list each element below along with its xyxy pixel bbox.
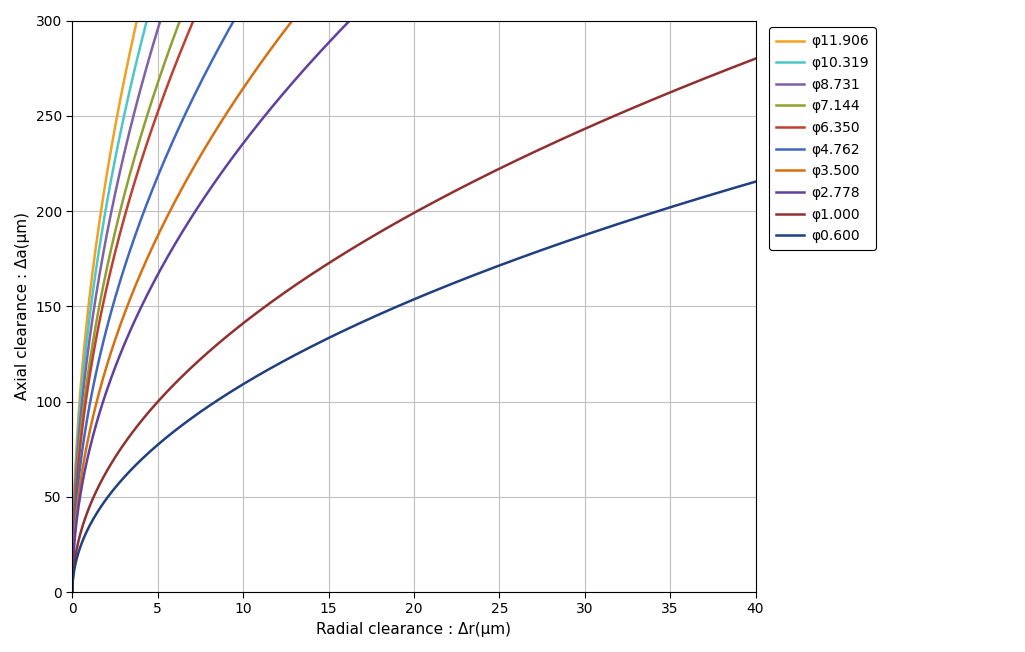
φ2.778: [345, 15, 358, 23]
Y-axis label: Axial clearance : Δa(μm): Axial clearance : Δa(μm): [15, 213, 30, 400]
φ8.731: [151, 29, 163, 37]
φ1.000: [101, 466, 114, 474]
φ4.762: [187, 95, 199, 103]
φ6.350: [67, 588, 79, 596]
φ2.778: [253, 119, 265, 126]
φ7.144: [146, 96, 158, 104]
φ2.778: [231, 147, 243, 155]
φ6.350: [78, 413, 90, 421]
φ6.350: [132, 168, 145, 175]
φ8.731: [77, 390, 89, 398]
φ7.144: [67, 588, 79, 596]
Line: φ2.778: φ2.778: [73, 19, 352, 592]
φ1.000: [749, 55, 762, 63]
φ8.731: [104, 216, 116, 224]
φ0.600: [101, 494, 114, 502]
X-axis label: Radial clearance : Δr(μm): Radial clearance : Δr(μm): [317, 622, 511, 637]
φ7.144: [95, 291, 108, 299]
Line: φ10.319: φ10.319: [73, 19, 148, 592]
φ2.778: [253, 119, 265, 126]
φ10.319: [87, 288, 99, 296]
φ11.906: [131, 15, 144, 23]
φ1.000: [67, 588, 79, 596]
φ4.762: [67, 588, 79, 596]
φ3.500: [288, 15, 300, 23]
Line: φ7.144: φ7.144: [73, 19, 180, 592]
Line: φ11.906: φ11.906: [73, 19, 137, 592]
φ11.906: [111, 116, 123, 124]
φ10.319: [133, 46, 146, 54]
φ6.350: [188, 15, 200, 23]
φ4.762: [129, 231, 141, 239]
φ3.500: [67, 588, 79, 596]
Line: φ0.600: φ0.600: [73, 182, 755, 592]
φ0.600: [399, 299, 411, 307]
φ6.350: [109, 250, 121, 258]
φ1.000: [399, 215, 411, 222]
φ3.500: [283, 21, 295, 29]
φ8.731: [79, 372, 91, 379]
φ11.906: [67, 588, 79, 596]
φ10.319: [88, 278, 100, 286]
Legend: φ11.906, φ10.319, φ8.731, φ7.144, φ6.350, φ4.762, φ3.500, φ2.778, φ1.000, φ0.600: φ11.906, φ10.319, φ8.731, φ7.144, φ6.350…: [770, 27, 875, 250]
φ7.144: [136, 126, 149, 134]
φ11.906: [112, 110, 124, 118]
φ1.000: [729, 63, 741, 70]
φ1.000: [604, 113, 616, 121]
φ0.600: [729, 184, 741, 192]
φ0.600: [380, 307, 393, 315]
φ4.762: [170, 130, 182, 138]
Line: φ1.000: φ1.000: [73, 59, 755, 592]
φ1.000: [730, 63, 742, 70]
φ8.731: [155, 15, 167, 23]
φ8.731: [137, 74, 150, 82]
Line: φ3.500: φ3.500: [73, 19, 294, 592]
φ3.500: [192, 157, 204, 165]
φ7.144: [139, 116, 152, 124]
φ3.500: [146, 244, 158, 252]
φ4.762: [115, 274, 127, 282]
φ6.350: [114, 230, 126, 238]
φ10.319: [132, 52, 145, 59]
φ10.319: [67, 588, 79, 596]
φ2.778: [67, 588, 79, 596]
Line: φ4.762: φ4.762: [73, 19, 235, 592]
φ6.350: [98, 292, 111, 300]
φ11.906: [79, 332, 91, 340]
φ3.500: [224, 103, 237, 111]
φ7.144: [174, 15, 187, 23]
φ3.500: [192, 156, 204, 164]
φ11.906: [115, 93, 127, 100]
φ4.762: [170, 129, 182, 137]
φ0.600: [67, 588, 79, 596]
φ8.731: [104, 218, 116, 226]
φ4.762: [229, 15, 241, 23]
φ2.778: [342, 18, 355, 25]
φ6.350: [94, 315, 107, 323]
φ3.500: [277, 29, 289, 37]
φ2.778: [178, 224, 191, 232]
φ0.600: [730, 184, 742, 192]
φ10.319: [107, 170, 119, 177]
φ11.906: [101, 164, 114, 172]
φ10.319: [129, 61, 141, 69]
φ11.906: [113, 103, 125, 111]
φ8.731: [67, 588, 79, 596]
φ1.000: [380, 224, 393, 232]
Line: φ6.350: φ6.350: [73, 19, 194, 592]
φ2.778: [236, 141, 248, 149]
φ0.600: [749, 178, 762, 186]
φ10.319: [141, 15, 154, 23]
φ0.600: [604, 222, 616, 230]
Line: φ8.731: φ8.731: [73, 19, 161, 592]
φ4.762: [154, 168, 166, 176]
φ7.144: [120, 186, 132, 194]
φ7.144: [75, 427, 87, 435]
